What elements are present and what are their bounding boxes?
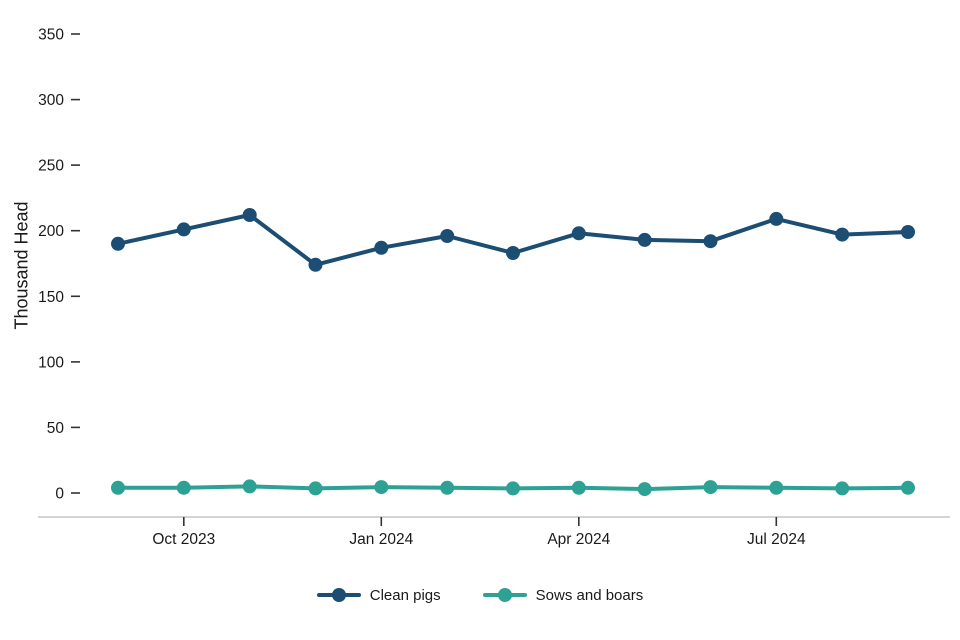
svg-text:Jul 2024: Jul 2024 <box>747 531 806 548</box>
legend-item-clean-pigs: Clean pigs <box>316 586 441 604</box>
svg-text:Oct 2023: Oct 2023 <box>152 531 215 548</box>
legend-label-clean-pigs: Clean pigs <box>369 586 441 604</box>
svg-text:250: 250 <box>38 158 64 175</box>
svg-text:150: 150 <box>38 289 64 306</box>
legend-label-sows-and-boars: Sows and boars <box>535 586 644 604</box>
svg-text:200: 200 <box>38 223 64 240</box>
svg-text:0: 0 <box>55 486 64 503</box>
svg-text:50: 50 <box>47 420 65 437</box>
svg-text:Jan 2024: Jan 2024 <box>349 531 413 548</box>
legend-key-sows-and-boars-icon <box>482 588 527 602</box>
svg-text:300: 300 <box>38 92 64 109</box>
legend: Clean pigs Sows and boars <box>0 586 960 604</box>
svg-text:Apr 2024: Apr 2024 <box>547 531 610 548</box>
legend-item-sows-and-boars: Sows and boars <box>482 586 644 604</box>
svg-text:350: 350 <box>38 27 64 44</box>
chart-svg: 0 50 100 150 200 250 300 350 Oct 2023 Jan 2024 Apr… <box>38 27 950 548</box>
svg-text:100: 100 <box>38 354 64 371</box>
legend-key-clean-pigs-icon <box>316 588 361 602</box>
